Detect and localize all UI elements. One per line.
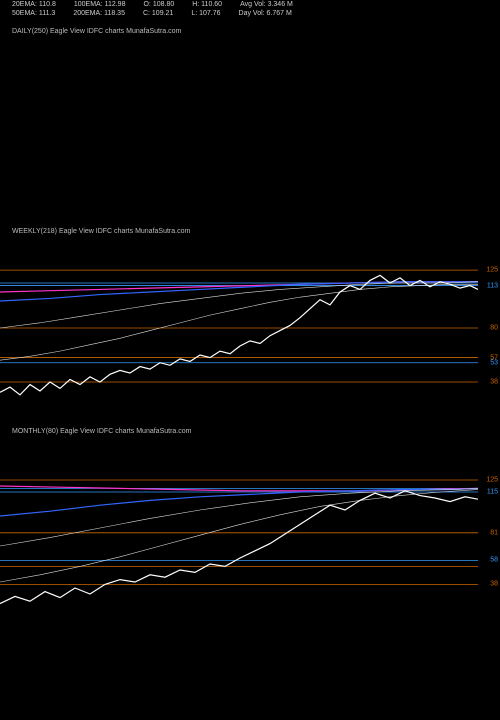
- ema-line: [0, 282, 478, 328]
- price-axis-label: 58: [490, 557, 498, 564]
- chart-svg: [0, 438, 478, 618]
- daily-chart[interactable]: [0, 38, 478, 218]
- price-axis-label: 113: [487, 282, 498, 289]
- price-axis-label: 38: [490, 379, 498, 386]
- stats-row-2: 50EMA: 111.3 200EMA: 118.35 C: 109.21 L:…: [0, 9, 500, 18]
- ema-line: [0, 282, 478, 301]
- weekly-panel-label: WEEKLY(218) Eagle View IDFC charts Munaf…: [12, 228, 190, 235]
- price-axis-label: 38: [490, 581, 498, 588]
- ema-line: [0, 488, 478, 546]
- monthly-panel-label: MONTHLY(80) Eagle View IDFC charts Munaf…: [12, 428, 191, 435]
- stats-row-1: 20EMA: 110.8 100EMA: 112.98 O: 108.80 H:…: [0, 0, 500, 9]
- price-axis-label: 81: [490, 529, 498, 536]
- price-axis-label: 53: [490, 359, 498, 366]
- ema-line: [0, 284, 478, 360]
- dayvol-stat: Day Vol: 6.767 M: [239, 10, 292, 17]
- ema50-stat: 50EMA: 111.3: [12, 10, 55, 17]
- low-stat: L: 107.76: [191, 10, 220, 17]
- price-axis-label: 80: [490, 325, 498, 332]
- avgvol-stat: Avg Vol: 3.346 M: [240, 1, 293, 8]
- high-stat: H: 110.60: [192, 1, 222, 8]
- daily-panel-label: DAILY(250) Eagle View IDFC charts Munafa…: [12, 28, 181, 35]
- open-stat: O: 108.80: [143, 1, 174, 8]
- ema20-stat: 20EMA: 110.8: [12, 1, 56, 8]
- ema-line: [0, 488, 478, 516]
- price-line: [0, 491, 478, 604]
- weekly-chart[interactable]: [0, 238, 478, 418]
- close-stat: C: 109.21: [143, 10, 173, 17]
- ema-line: [0, 490, 478, 582]
- price-axis-label: 115: [487, 489, 498, 496]
- ema100-stat: 100EMA: 112.98: [74, 1, 126, 8]
- ema200-stat: 200EMA: 118.35: [73, 10, 125, 17]
- price-axis-label: 125: [486, 477, 498, 484]
- chart-svg: [0, 238, 478, 418]
- monthly-chart[interactable]: [0, 438, 478, 618]
- price-axis-label: 125: [486, 267, 498, 274]
